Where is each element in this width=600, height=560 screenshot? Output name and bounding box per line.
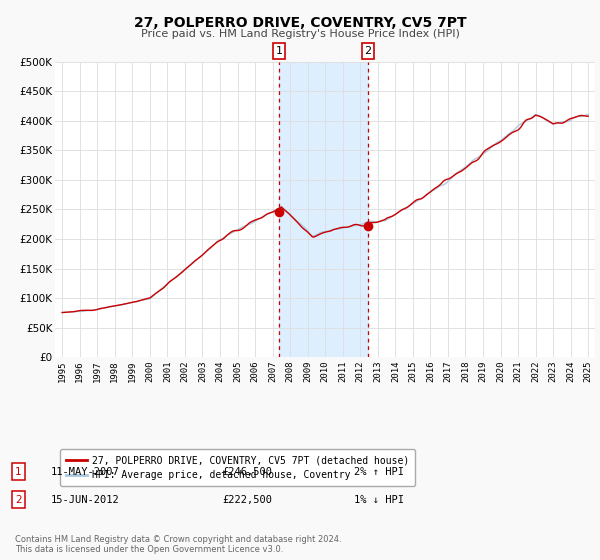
Text: £222,500: £222,500 [222,494,272,505]
Text: 1: 1 [275,46,283,56]
Text: £246,500: £246,500 [222,466,272,477]
Legend: 27, POLPERRO DRIVE, COVENTRY, CV5 7PT (detached house), HPI: Average price, deta: 27, POLPERRO DRIVE, COVENTRY, CV5 7PT (d… [60,449,415,486]
Text: 1% ↓ HPI: 1% ↓ HPI [354,494,404,505]
Text: 1: 1 [15,466,22,477]
Bar [279,62,368,357]
Text: 2% ↑ HPI: 2% ↑ HPI [354,466,404,477]
Text: Contains HM Land Registry data © Crown copyright and database right 2024.
This d: Contains HM Land Registry data © Crown c… [15,535,341,554]
Text: 27, POLPERRO DRIVE, COVENTRY, CV5 7PT: 27, POLPERRO DRIVE, COVENTRY, CV5 7PT [134,16,466,30]
Text: 2: 2 [15,494,22,505]
Text: 2: 2 [365,46,372,56]
Text: Price paid vs. HM Land Registry's House Price Index (HPI): Price paid vs. HM Land Registry's House … [140,29,460,39]
Text: 11-MAY-2007: 11-MAY-2007 [51,466,120,477]
Text: 15-JUN-2012: 15-JUN-2012 [51,494,120,505]
